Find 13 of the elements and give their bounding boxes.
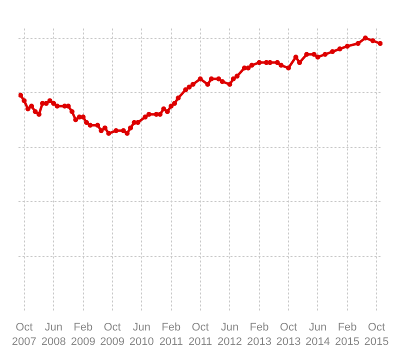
x-tick-label: Feb 2013 [247,322,272,348]
x-tick-label: Feb 2011 [159,322,183,348]
x-tick-label: Oct 2013 [276,322,301,348]
x-tick-label: Jun 2010 [129,322,154,348]
x-tick-label: Feb 2009 [70,322,96,348]
x-tick-label: Oct 2007 [12,322,36,348]
x-tick-label: Jun 2008 [41,322,66,348]
x-tick-label: Feb 2015 [335,322,360,348]
x-tick-label: Jun 2014 [306,322,330,348]
x-tick-label: Jun 2012 [218,322,242,348]
x-tick-label: Oct 2009 [100,322,125,348]
x-tick-label: Oct 2011 [188,322,212,348]
x-tick-label: Oct 2015 [364,322,389,348]
